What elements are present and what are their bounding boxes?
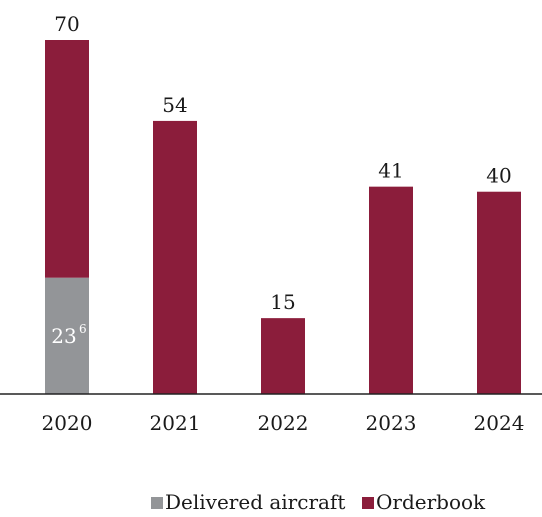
delivered-value-label: 23 — [51, 324, 76, 348]
legend: Delivered aircraft Orderbook — [151, 490, 486, 514]
total-label-2023: 41 — [378, 159, 403, 183]
bar-2024-orderbook — [477, 191, 521, 394]
legend-swatch-delivered-aircraft — [151, 497, 163, 509]
bars — [45, 40, 521, 395]
x-axis-ticks: 2020 2021 2022 2023 2024 — [42, 411, 525, 435]
x-tick-label-2023: 2023 — [366, 411, 417, 435]
total-label-2024: 40 — [486, 164, 511, 188]
x-tick-label-2024: 2024 — [474, 411, 525, 435]
bar-2020-delivered-aircraft — [45, 277, 89, 394]
value-labels: 70 54 15 41 40 23 6 — [51, 12, 511, 348]
x-tick-label-2021: 2021 — [150, 411, 201, 435]
bar-2020-orderbook — [45, 40, 89, 278]
total-label-2022: 15 — [270, 290, 295, 314]
x-tick-label-2020: 2020 — [42, 411, 93, 435]
delivered-footnote-marker: 6 — [79, 322, 87, 336]
legend-label-orderbook: Orderbook — [376, 490, 486, 514]
legend-swatch-orderbook — [362, 497, 374, 509]
total-label-2020: 70 — [54, 12, 79, 36]
bar-2022-orderbook — [261, 318, 305, 394]
legend-label-delivered-aircraft: Delivered aircraft — [165, 490, 345, 514]
total-label-2021: 54 — [162, 93, 187, 117]
bar-2023-orderbook — [369, 186, 413, 394]
x-tick-label-2022: 2022 — [258, 411, 309, 435]
bar-2021-orderbook — [153, 120, 197, 395]
